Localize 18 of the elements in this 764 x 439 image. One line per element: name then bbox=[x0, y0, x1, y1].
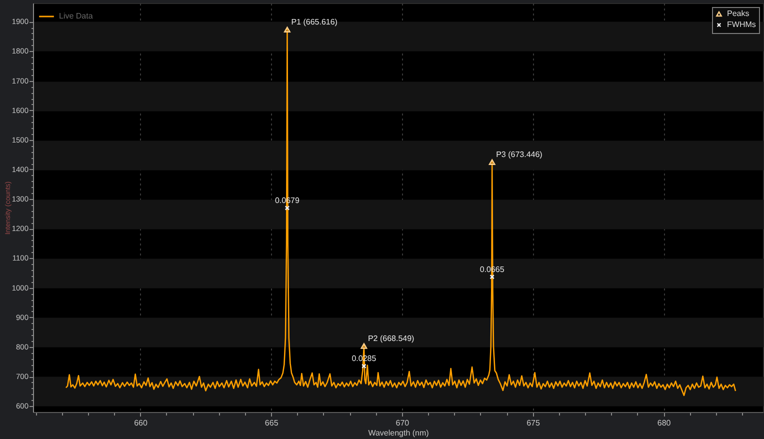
data-label: P3 (673.446) bbox=[496, 150, 543, 160]
x-tick-label: 665 bbox=[264, 418, 279, 428]
x-tick-label: 670 bbox=[396, 418, 410, 428]
x-tick-label: 680 bbox=[657, 418, 672, 428]
point bbox=[488, 159, 496, 165]
point bbox=[284, 206, 290, 210]
point bbox=[360, 343, 368, 349]
legend-label: Live Data bbox=[59, 12, 94, 20]
point bbox=[284, 26, 290, 32]
point bbox=[362, 364, 366, 369]
x-tick-label: 675 bbox=[526, 418, 540, 428]
legend-label: FWHMs bbox=[727, 20, 756, 29]
legend-label: Peaks bbox=[727, 9, 750, 18]
data-label: P1 (665.616) bbox=[291, 18, 338, 27]
data-label: P2 (668.549) bbox=[368, 334, 415, 344]
point bbox=[490, 274, 495, 280]
x-axis-title: Wavelength (nm) bbox=[368, 428, 430, 438]
x-tick-label: 660 bbox=[134, 418, 148, 428]
